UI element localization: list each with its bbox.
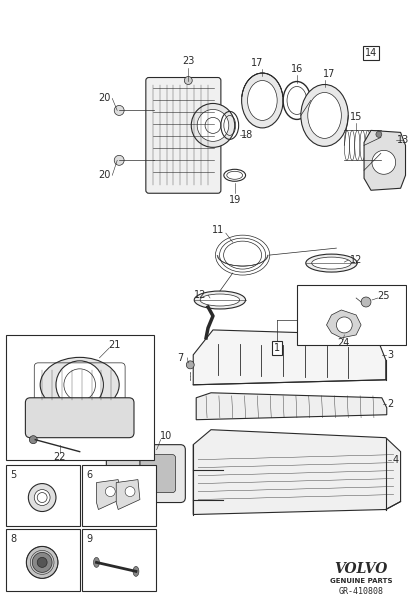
Circle shape — [56, 361, 104, 409]
Circle shape — [26, 546, 58, 578]
Text: 17: 17 — [251, 58, 263, 67]
Text: GENUINE PARTS: GENUINE PARTS — [330, 578, 393, 584]
Ellipse shape — [133, 566, 139, 576]
Text: 8: 8 — [10, 534, 16, 545]
Ellipse shape — [200, 294, 240, 306]
Text: 22: 22 — [54, 451, 66, 462]
Text: 19: 19 — [229, 195, 241, 205]
Text: 12: 12 — [350, 255, 363, 265]
Polygon shape — [193, 330, 386, 385]
Circle shape — [28, 484, 56, 511]
Text: 18: 18 — [241, 130, 254, 141]
Text: 20: 20 — [98, 94, 111, 103]
Circle shape — [186, 361, 194, 369]
Text: 10: 10 — [160, 431, 173, 441]
Circle shape — [361, 297, 371, 307]
Ellipse shape — [242, 73, 283, 128]
FancyBboxPatch shape — [146, 78, 221, 194]
Text: 23: 23 — [182, 55, 194, 66]
Circle shape — [372, 150, 396, 174]
Ellipse shape — [94, 557, 99, 567]
Ellipse shape — [312, 257, 351, 269]
Bar — [82, 529, 156, 591]
Bar — [6, 465, 80, 526]
Text: 2: 2 — [388, 398, 394, 409]
Text: 9: 9 — [86, 534, 92, 545]
Bar — [6, 529, 80, 591]
Circle shape — [376, 132, 382, 138]
Circle shape — [185, 76, 192, 85]
FancyBboxPatch shape — [106, 451, 140, 496]
Polygon shape — [193, 430, 401, 514]
Circle shape — [114, 155, 124, 165]
Ellipse shape — [308, 93, 342, 138]
Text: 20: 20 — [98, 170, 111, 180]
Circle shape — [197, 109, 229, 141]
Polygon shape — [97, 480, 120, 510]
Text: 16: 16 — [291, 64, 303, 73]
Circle shape — [32, 552, 52, 572]
Text: 21: 21 — [108, 340, 120, 350]
Circle shape — [191, 103, 235, 147]
Text: VOLVO: VOLVO — [335, 563, 388, 576]
Text: 11: 11 — [212, 225, 224, 235]
Ellipse shape — [306, 254, 357, 272]
Bar — [6, 335, 154, 460]
Polygon shape — [116, 480, 140, 510]
Text: 13: 13 — [397, 135, 410, 145]
Text: 1: 1 — [274, 343, 280, 353]
Polygon shape — [326, 310, 361, 338]
Text: 14: 14 — [365, 47, 377, 58]
Ellipse shape — [247, 81, 277, 120]
FancyBboxPatch shape — [124, 445, 185, 502]
Circle shape — [105, 487, 115, 496]
Text: 5: 5 — [10, 469, 17, 480]
Text: 24: 24 — [337, 338, 349, 348]
Bar — [82, 465, 156, 526]
FancyBboxPatch shape — [134, 454, 175, 493]
Ellipse shape — [40, 358, 119, 412]
Text: 15: 15 — [350, 112, 363, 123]
Circle shape — [34, 490, 50, 505]
Circle shape — [114, 105, 124, 115]
Text: 17: 17 — [323, 69, 336, 79]
Polygon shape — [196, 393, 387, 419]
Text: 12: 12 — [194, 290, 206, 300]
Text: 7: 7 — [177, 353, 184, 363]
FancyBboxPatch shape — [25, 398, 134, 438]
Bar — [297, 285, 406, 345]
Ellipse shape — [301, 85, 348, 147]
Circle shape — [125, 487, 135, 496]
Circle shape — [29, 436, 37, 444]
Text: GR-410808: GR-410808 — [339, 587, 383, 596]
Text: 25: 25 — [378, 291, 390, 301]
Text: 6: 6 — [86, 469, 92, 480]
Circle shape — [336, 317, 352, 333]
Polygon shape — [364, 130, 406, 191]
Text: 4: 4 — [393, 454, 399, 465]
Circle shape — [37, 557, 47, 567]
Ellipse shape — [194, 291, 245, 309]
Text: 3: 3 — [388, 350, 394, 360]
